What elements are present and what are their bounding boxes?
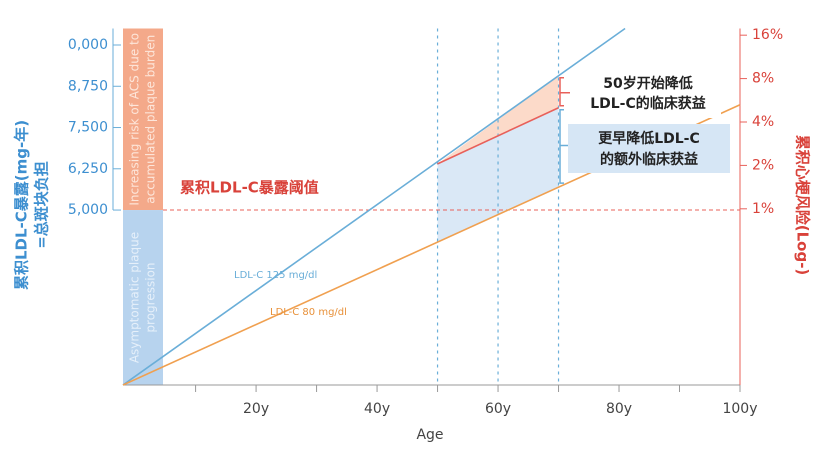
series-label: LDL-C 125 mg/dl [234,270,317,281]
band-label: Increasing risk of ACS due to [128,33,142,206]
y-tick-label: 8,750 [68,78,108,94]
risk-band [123,28,163,211]
y-tick-label: 6,250 [68,161,108,177]
annotation-text: 更早降低LDL-C [598,130,700,147]
annotation-box [575,70,721,118]
y2-tick-label: 1% [752,201,774,217]
x-tick-label: 20y [243,401,269,417]
y2-tick-label: 16% [752,27,783,43]
y-tick-label: 0,000 [68,37,108,53]
annotation-text: 50岁开始降低 [603,75,692,92]
series-label: LDL-C 80 mg/dl [270,307,347,318]
y-tick-label: 5,000 [68,202,108,218]
band-label: Asymptomatic plaque [128,232,142,363]
y2-tick-label: 8% [752,71,774,87]
y-axis-title: =总斑块负担 [33,161,51,249]
benefit-bracket [559,76,570,107]
y-axis-title: 累积LDL-C暴露(mg-年) [13,120,31,290]
y2-tick-label: 4% [752,114,774,130]
band-label: progression [144,262,158,332]
y2-axis-title: 累积心梗风险(Log-) [794,135,812,276]
progression-band [123,210,163,385]
y2-tick-label: 2% [752,157,774,173]
x-tick-label: 60y [485,401,511,417]
x-tick-label: 100y [722,401,757,417]
annotation-text: LDL-C的临床获益 [590,95,706,112]
band-label: accumulated plaque burden [144,35,158,204]
annotation-text: 的额外临床获益 [600,151,698,168]
extra-benefit-bracket [559,108,568,184]
series-line [437,106,559,165]
x-axis-title: Age [416,427,443,443]
y-tick-label: 7,500 [68,120,108,136]
annotation-box [568,124,730,173]
series-line [122,27,626,386]
threshold-label: 累积LDL-C暴露阈值 [180,179,319,197]
x-tick-label: 80y [606,401,632,417]
extra-benefit-region [437,107,559,243]
x-tick-label: 40y [364,401,390,417]
